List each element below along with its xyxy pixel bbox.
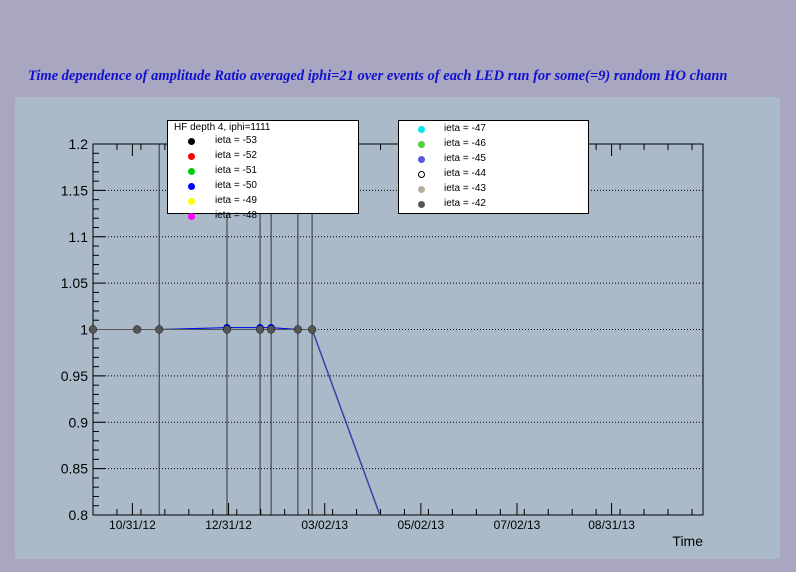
legend-entry: ieta = -50 [168,179,358,194]
x-tick-label: 12/31/12 [205,518,252,532]
legend-label: ieta = -43 [444,183,486,194]
chart-title: Time dependence of amplitude Ratio avera… [28,68,728,84]
legend-marker [188,183,195,190]
legend-entry: ieta = -44 [399,167,588,182]
legend-marker [188,213,195,220]
legend-label: ieta = -45 [444,153,486,164]
legend-marker [418,171,425,178]
legend-label: ieta = -52 [215,150,257,161]
legend-label: ieta = -53 [215,135,257,146]
legend-header: HF depth 4, iphi=1111 [174,122,271,133]
legend-label: ieta = -48 [215,210,257,221]
legend-marker [418,186,425,193]
legend-entry: ieta = -48 [168,209,358,224]
legend-label: ieta = -49 [215,195,257,206]
y-tick-label: 1.2 [69,136,89,152]
legend-label: ieta = -46 [444,138,486,149]
y-tick-label: 0.85 [61,461,88,477]
legend-label: ieta = -47 [444,123,486,134]
legend-marker [418,126,425,133]
y-tick-label: 1 [80,322,88,338]
legend-marker [418,156,425,163]
y-tick-label: 0.9 [69,414,89,430]
legend-label: ieta = -42 [444,198,486,209]
legend-label: ieta = -50 [215,180,257,191]
legend-entry: ieta = -45 [399,152,588,167]
data-point [89,325,97,334]
series-drop-line [311,329,381,516]
x-axis-label: Time [672,533,703,549]
legend-entry: ieta = -51 [168,164,358,179]
data-point [133,325,141,334]
x-tick-label: 07/02/13 [494,518,541,532]
legend-label: ieta = -51 [215,165,257,176]
legend-entry: ieta = -47 [399,122,588,137]
data-point [223,325,231,334]
legend-marker [418,141,425,148]
x-tick-label: 08/31/13 [588,518,635,532]
legend-entry: ieta = -42 [399,197,588,212]
legend-entry: ieta = -43 [399,182,588,197]
legend-marker [418,201,425,208]
legend-entry: ieta = -49 [168,194,358,209]
plot-panel: 0.8 0.85 0.9 0.95 1 1.05 1.1 1.15 1.2 10/31/12 12/… [15,97,780,559]
x-tick-label: 05/02/13 [397,518,444,532]
legend-left: HF depth 4, iphi=1111 ieta = -53 ieta = -… [167,120,359,221]
legend-marker [188,198,195,205]
legend-marker [188,153,195,160]
data-point [267,325,275,334]
legend-marker [188,138,195,145]
y-tick-label: 0.8 [69,507,89,523]
y-tick-label: 1.15 [61,182,88,198]
y-tick-label: 1.1 [69,229,89,245]
legend-right: ieta = -47 ieta = -46 ieta = -45 ieta = -44… [398,120,589,214]
y-tick-label: 0.95 [61,368,88,384]
data-point [155,325,163,334]
y-tick-label: 1.05 [61,275,88,291]
legend-entry: ieta = -52 [168,149,358,164]
data-point [308,325,316,334]
data-point [294,325,302,334]
legend-label: ieta = -44 [444,168,486,179]
legend-entry: ieta = -46 [399,137,588,152]
x-tick-label: 10/31/12 [109,518,156,532]
legend-marker [188,168,195,175]
legend-entry: ieta = -53 [168,134,358,149]
x-tick-label: 03/02/13 [301,518,348,532]
data-point [256,325,264,334]
